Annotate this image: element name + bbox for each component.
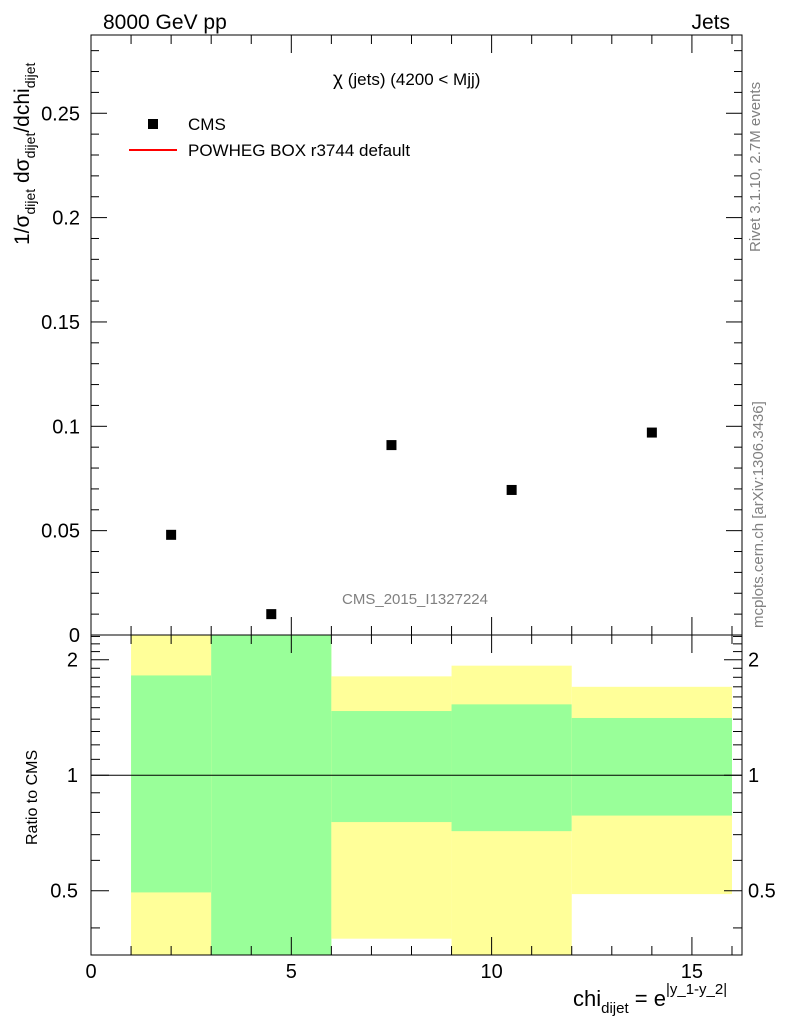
- cms-point-2: [386, 440, 397, 451]
- x-tick-label-3: 15: [681, 961, 703, 983]
- cms-data-points: [166, 427, 657, 620]
- ratio-band-inner-3: [451, 704, 572, 832]
- main-y-tick-label-4: 0.25: [41, 103, 80, 125]
- main-axis-ticks: 0.05 0.1 0.15 0.2 0.25 0: [41, 35, 742, 647]
- ylabel-sub-b: dijet: [22, 133, 38, 159]
- cms-point-1: [266, 609, 277, 620]
- xlabel-main: chi: [573, 986, 601, 1011]
- ratio-axis-ticks: 0 5 10 15 0.5 0.5 1 1 2 2: [50, 635, 776, 983]
- main-y-tick-label-0: 0.05: [41, 521, 80, 543]
- main-y-tick-label-2: 0.15: [41, 312, 80, 334]
- ratio-bands: [131, 635, 732, 955]
- xlabel-eq: = e: [629, 986, 666, 1011]
- header-right-label: Jets: [691, 11, 730, 34]
- ratio-plot-frame: [90, 634, 743, 956]
- main-y-tick-label-5: 0: [69, 625, 80, 647]
- ratio-y-tick-label-left-1: 1: [67, 765, 78, 787]
- ylabel-part-b: dσ: [11, 158, 34, 189]
- rivet-label: Rivet 3.1.10, 2.7M events: [747, 82, 764, 252]
- ratio-band-inner-1: [211, 635, 332, 955]
- x-axis-label: chidijet = e|y_1-y_2|: [573, 981, 727, 1017]
- ylabel-sub-c: dijet: [22, 63, 38, 89]
- x-tick-label-0: 0: [85, 961, 96, 983]
- ratio-y-tick-label-left-0: 0.5: [50, 881, 78, 903]
- legend-powheg-label: POWHEG BOX r3744 default: [188, 141, 410, 160]
- ratio-y-tick-label-left-2: 2: [67, 650, 78, 672]
- header-left-label: 8000 GeV pp: [103, 11, 227, 34]
- plot-title: χ (jets) (4200 < Mjj): [333, 69, 480, 90]
- main-y-tick-label-1: 0.1: [52, 416, 80, 438]
- ratio-y-tick-label-right-0: 0.5: [748, 881, 776, 903]
- legend-cms-label: CMS: [188, 115, 226, 134]
- mcplots-label: mcplots.cern.ch [arXiv:1306.3436]: [750, 401, 767, 628]
- ylabel-sub-a: dijet: [22, 189, 38, 215]
- main-y-tick-label-3: 0.2: [52, 208, 80, 230]
- cms-point-4: [646, 427, 657, 438]
- plot-title-chi: χ: [333, 69, 343, 90]
- legend-cms-marker: [148, 119, 158, 129]
- ratio-y-tick-label-right-2: 2: [748, 650, 759, 672]
- plot-title-rest: (jets) (4200 < Mjj): [343, 70, 480, 89]
- ratio-y-axis-label: Ratio to CMS: [24, 750, 41, 845]
- ratio-band-inner-2: [331, 711, 452, 823]
- cms-point-0: [166, 529, 177, 540]
- x-tick-label-1: 5: [286, 961, 297, 983]
- analysis-watermark: CMS_2015_I1327224: [342, 591, 488, 608]
- ylabel-part-c: /dchi: [11, 88, 34, 132]
- xlabel-sub: dijet: [601, 1000, 629, 1017]
- main-y-axis-label: 1/σdijet dσdijet/dchidijet: [11, 63, 38, 245]
- ratio-band-inner-0: [131, 675, 212, 893]
- ratio-band-inner-4: [571, 717, 732, 816]
- xlabel-sup: |y_1-y_2|: [666, 981, 727, 998]
- ylabel-part-a: 1/σ: [11, 214, 34, 245]
- x-tick-label-2: 10: [480, 961, 502, 983]
- ratio-y-tick-label-right-1: 1: [748, 765, 759, 787]
- cms-point-3: [506, 484, 517, 495]
